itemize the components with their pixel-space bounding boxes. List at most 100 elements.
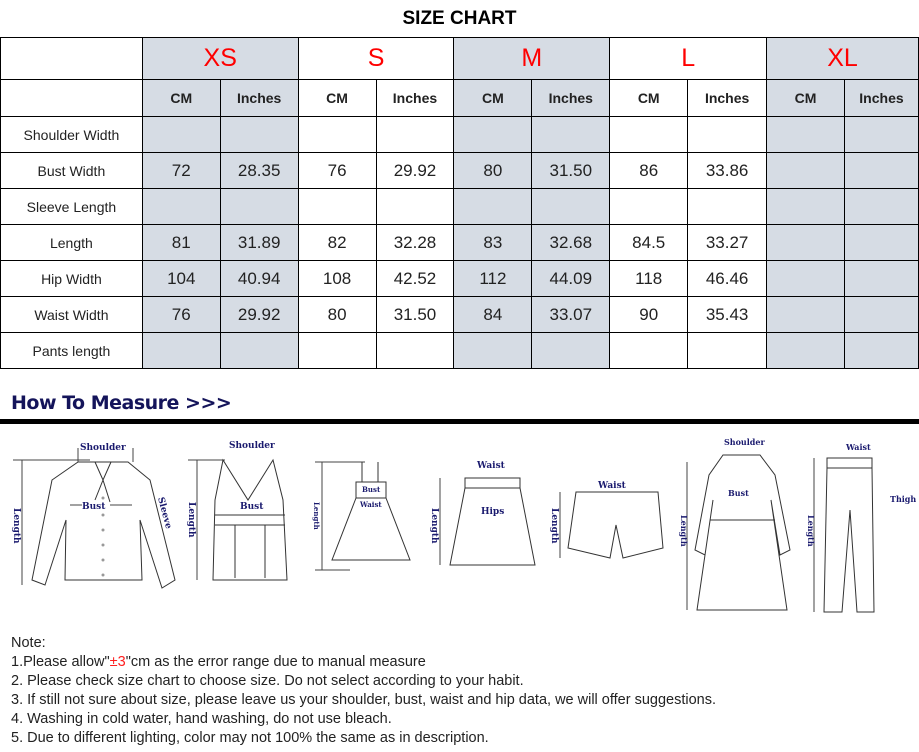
bust-label: Bust xyxy=(362,485,381,494)
measurement-cell xyxy=(687,332,768,369)
measurement-cell: 42.52 xyxy=(375,260,455,297)
length-label: Length xyxy=(549,508,559,544)
measurement-cell: 33.27 xyxy=(687,224,768,261)
measurement-cell: 76 xyxy=(141,296,221,333)
measurement-cell xyxy=(375,116,455,153)
length-label: Length xyxy=(679,515,689,547)
measurement-cell: 46.46 xyxy=(687,260,768,297)
bust-label: Bust xyxy=(728,488,749,498)
note-1-text: 1.Please allow" xyxy=(11,654,110,670)
note-1: 1.Please allow"±3"cm as the error range … xyxy=(11,653,716,672)
measurement-cell xyxy=(843,188,919,225)
size-header: S xyxy=(297,37,455,80)
shoulder-label: Shoulder xyxy=(724,437,765,447)
unit-header: CM xyxy=(297,79,377,117)
unit-header: Inches xyxy=(531,79,611,117)
note-1-text-end: "cm as the error range due to manual mea… xyxy=(125,654,426,670)
measurement-cell: 33.86 xyxy=(687,152,768,189)
measurement-cell: 28.35 xyxy=(219,152,299,189)
size-header: M xyxy=(453,37,611,80)
table-row: Pants length xyxy=(0,332,919,369)
measurement-cell xyxy=(531,332,611,369)
corner-cell xyxy=(0,37,143,80)
measurement-cell xyxy=(766,296,845,333)
measurement-cell xyxy=(766,116,845,153)
table-row: Sleeve Length xyxy=(0,188,919,225)
measurement-cell: 32.28 xyxy=(375,224,455,261)
unit-header: CM xyxy=(609,79,689,117)
length-label: Length xyxy=(186,502,196,538)
shorts-diagram: Waist Length xyxy=(549,481,664,559)
length-label: Length xyxy=(312,502,321,530)
hips-label: Hips xyxy=(481,507,504,517)
table-row: Bust Width 72 28.35 76 29.92 80 31.50 86 33.86 xyxy=(0,152,919,189)
page-title: SIZE CHART xyxy=(402,8,517,29)
measurement-cell xyxy=(687,188,768,225)
measurement-cell: 31.50 xyxy=(375,296,455,333)
measurement-cell xyxy=(766,260,845,297)
measurement-cell xyxy=(453,116,533,153)
unit-header: Inches xyxy=(843,79,919,117)
unit-header: CM xyxy=(141,79,221,117)
waist-label: Waist xyxy=(359,500,382,509)
table-row: Length 81 31.89 82 32.28 83 32.68 84.5 33.27 xyxy=(0,224,919,261)
table-row: Waist Width 76 29.92 80 31.50 84 33.07 90 35.43 xyxy=(0,296,919,333)
row-label: Pants length xyxy=(0,332,143,369)
measurement-cell xyxy=(609,188,689,225)
measurement-cell: 82 xyxy=(297,224,377,261)
measurement-cell: 44.09 xyxy=(531,260,611,297)
divider xyxy=(0,419,919,424)
unit-header: Inches xyxy=(375,79,455,117)
table-row: Hip Width 104 40.94 108 42.52 112 44.09 118 46.4… xyxy=(0,260,919,297)
table-row: Shoulder Width xyxy=(0,116,919,153)
row-label: Sleeve Length xyxy=(0,188,143,225)
measurement-cell xyxy=(843,116,919,153)
measurement-cell xyxy=(297,332,377,369)
measurement-cell xyxy=(766,332,845,369)
measurement-cell xyxy=(453,332,533,369)
measurement-cell: 80 xyxy=(453,152,533,189)
measurement-cell xyxy=(141,188,221,225)
measurement-cell xyxy=(141,332,221,369)
note-2: 2. Please check size chart to choose siz… xyxy=(11,673,524,689)
measurement-cell: 33.07 xyxy=(531,296,611,333)
waist-label: Waist xyxy=(597,481,627,491)
blouse-diagram: Shoulder Bust Length Sleeve xyxy=(11,443,176,589)
measurement-cell: 31.50 xyxy=(531,152,611,189)
measurement-cell xyxy=(843,332,919,369)
length-label: Length xyxy=(429,508,439,544)
measurement-cell: 90 xyxy=(609,296,689,333)
measurement-cell: 76 xyxy=(297,152,377,189)
note-5: 5. Due to different lighting, color may … xyxy=(11,730,489,746)
measurement-cell: 29.92 xyxy=(375,152,455,189)
size-chart-table: XS S M L XL CM Inches CM Inches CM Inches CM Inches C… xyxy=(0,37,919,369)
measurement-cell: 86 xyxy=(609,152,689,189)
corner-cell xyxy=(0,79,143,117)
measurement-cell: 83 xyxy=(453,224,533,261)
measurement-cell: 32.68 xyxy=(531,224,611,261)
measurement-cell xyxy=(843,224,919,261)
measurement-cell: 29.92 xyxy=(219,296,299,333)
measurement-cell: 84 xyxy=(453,296,533,333)
measurement-cell xyxy=(766,224,845,261)
skirt-diagram: Waist Hips Length xyxy=(429,461,536,566)
tolerance-value: ±3 xyxy=(109,654,126,670)
dress-diagram: Bust Waist Length xyxy=(312,461,411,571)
notes: Note: 1.Please allow"±3"cm as the error … xyxy=(11,634,716,748)
measurement-cell xyxy=(843,296,919,333)
measurement-cell xyxy=(219,332,299,369)
measurement-cell xyxy=(141,116,221,153)
measurement-cell xyxy=(297,188,377,225)
bust-label: Bust xyxy=(240,502,264,512)
length-label: Length xyxy=(806,515,816,547)
measurement-cell: 118 xyxy=(609,260,689,297)
measurement-cell xyxy=(375,332,455,369)
measurement-cell xyxy=(766,188,845,225)
unit-header: Inches xyxy=(219,79,299,117)
measurement-cell: 112 xyxy=(453,260,533,297)
unit-header: CM xyxy=(453,79,533,117)
measurement-cell: 72 xyxy=(141,152,221,189)
tank-top-diagram: Shoulder Bust Length xyxy=(186,441,288,581)
size-header: XL xyxy=(766,37,919,80)
pants-diagram: Waist Thigh Length xyxy=(806,442,916,613)
